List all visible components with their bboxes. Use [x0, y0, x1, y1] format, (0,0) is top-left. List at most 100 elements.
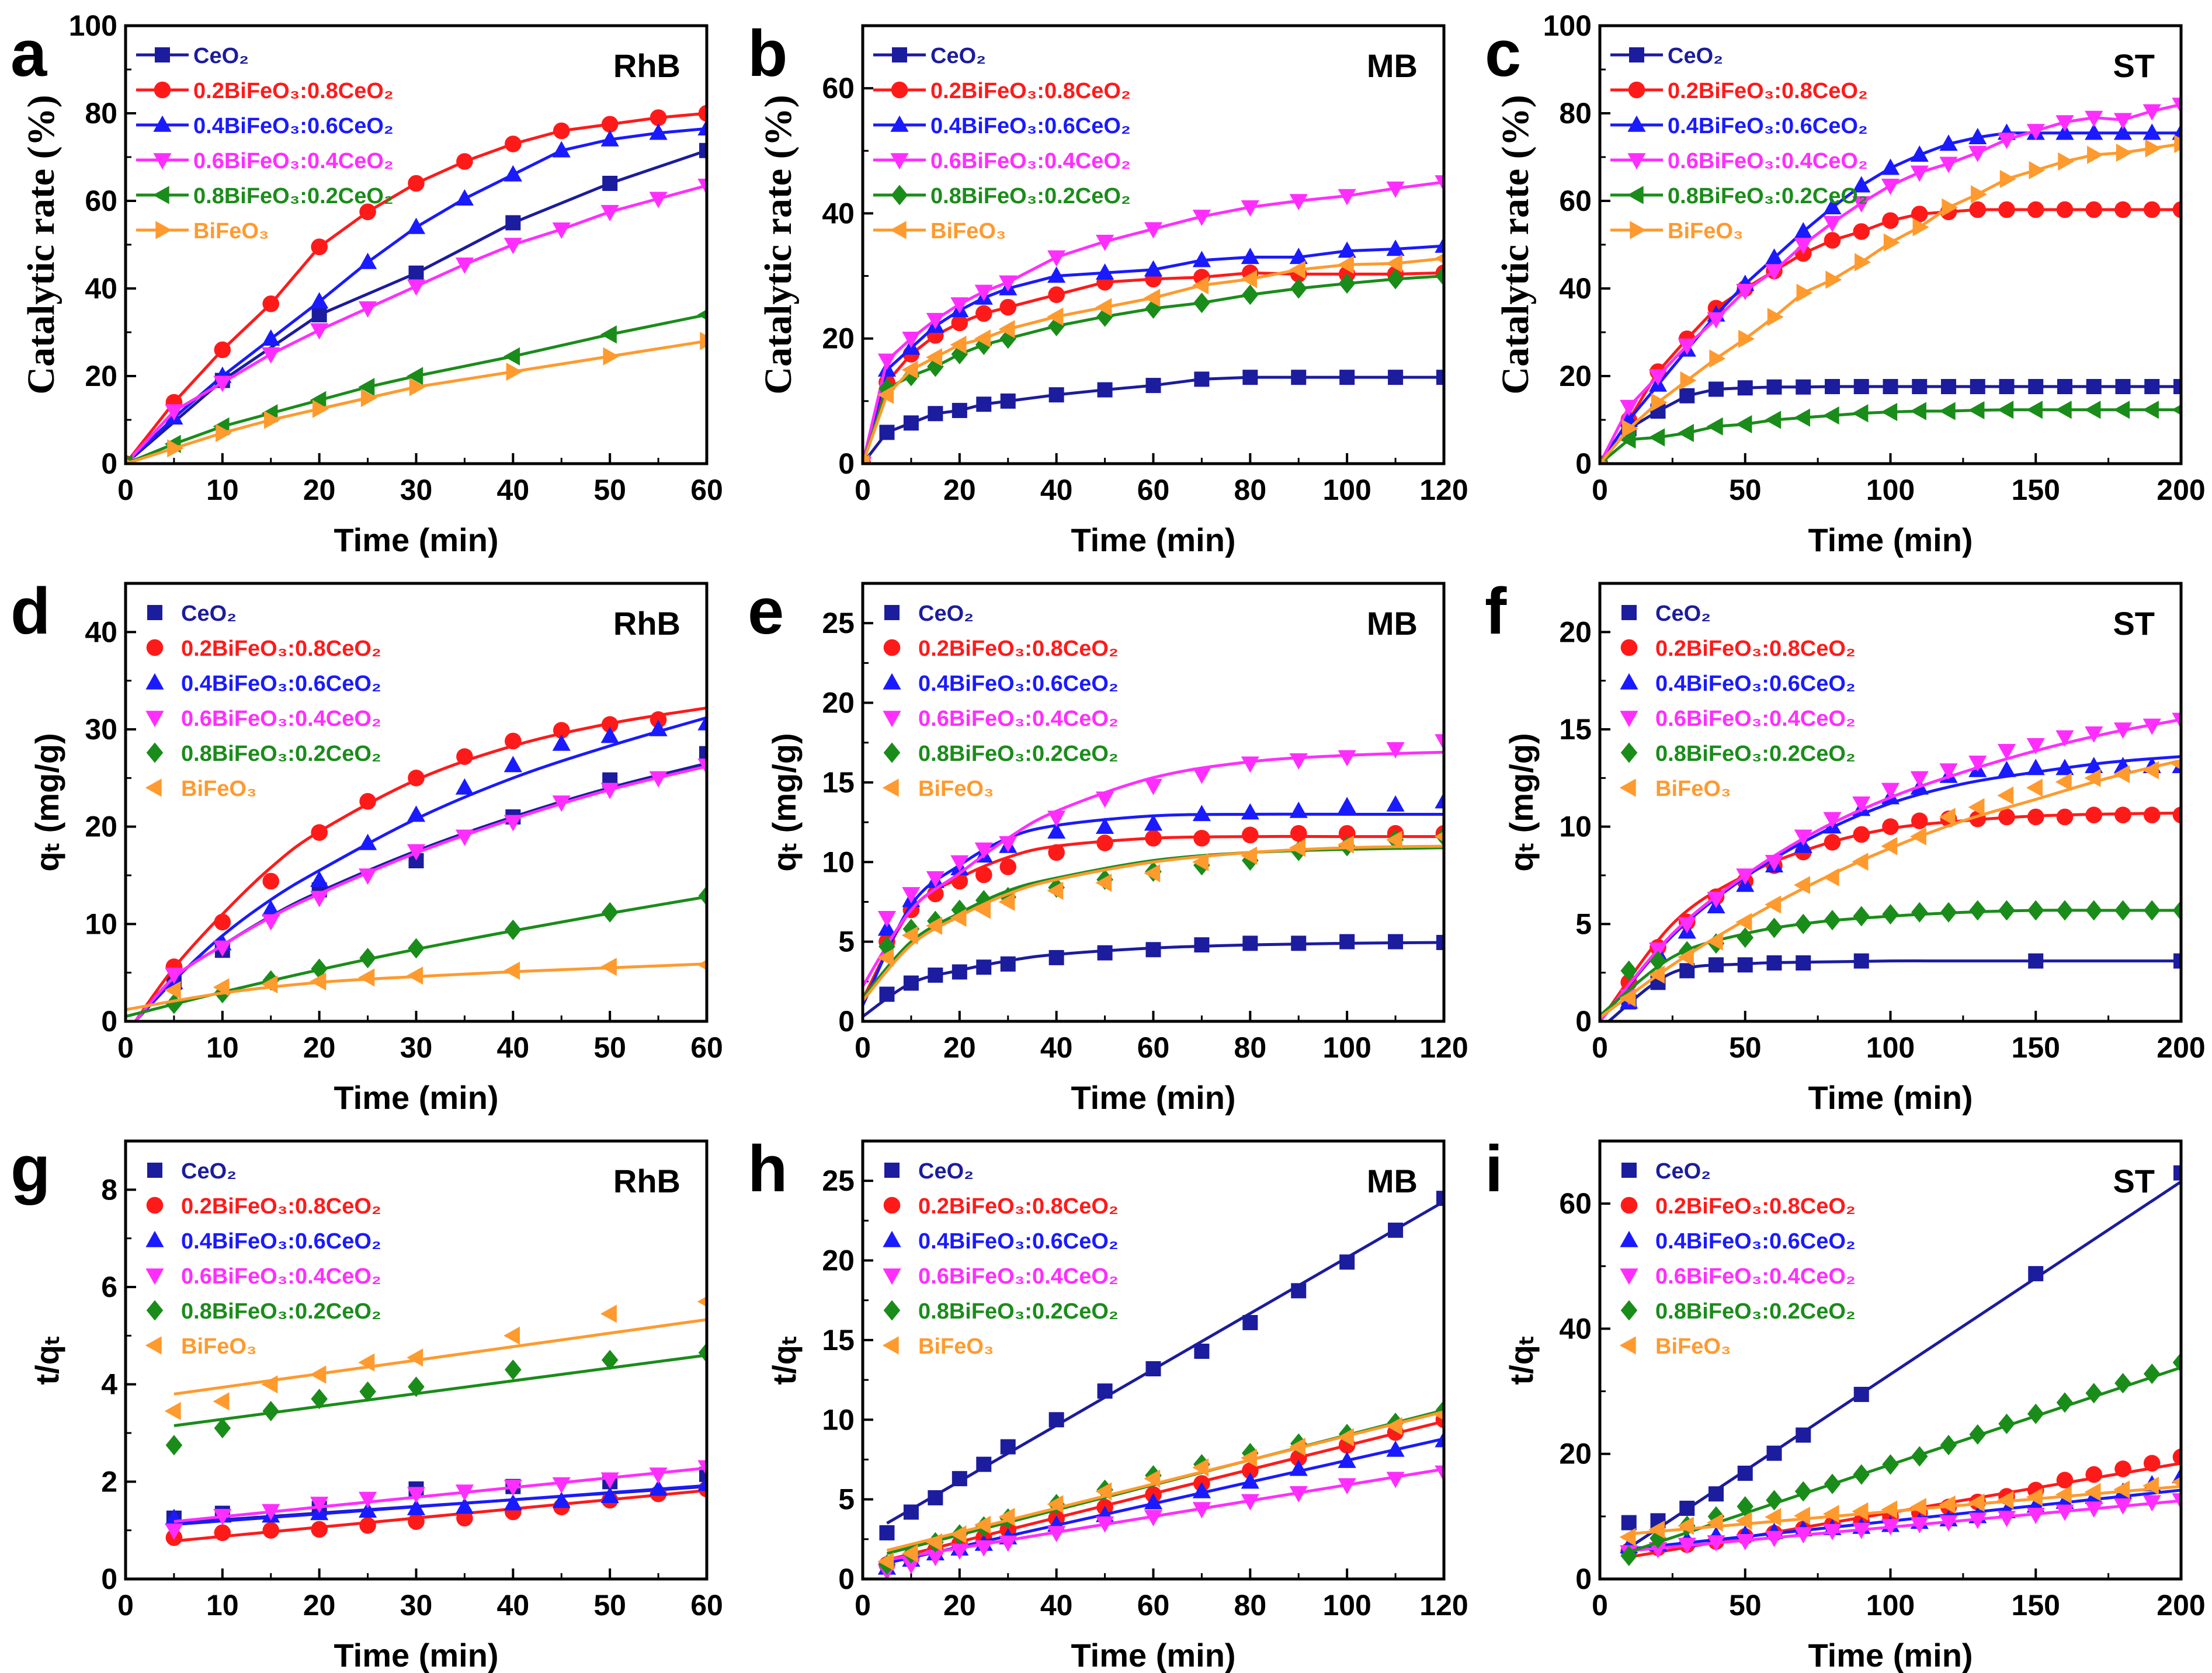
- y-tick-label: 0: [101, 1005, 117, 1038]
- legend-item: CeO₂: [1621, 601, 1711, 626]
- data-point: [408, 770, 425, 787]
- data-point: [407, 844, 426, 861]
- data-point: [926, 1533, 943, 1552]
- data-point: [1144, 778, 1163, 795]
- data-point: [1619, 1528, 1636, 1546]
- legend-label: 0.6BiFeO₃:0.4CeO₂: [193, 149, 394, 173]
- y-tick-label: 30: [85, 713, 117, 746]
- y-tick-label: 0: [838, 1563, 855, 1595]
- data-point: [1882, 1454, 1899, 1475]
- data-point: [1910, 827, 1926, 846]
- data-point: [998, 892, 1015, 912]
- legend-marker: [1621, 605, 1637, 620]
- plot-frame: [124, 1139, 709, 1581]
- data-point: [2171, 404, 2181, 415]
- data-point: [1737, 957, 1753, 973]
- data-point: [1144, 814, 1163, 831]
- data-point: [697, 758, 707, 775]
- chart-g: g 0 10 20 30 40 50 60 0 2 4 6 8 Time (min) t/qₜ RhB CeO₂…: [11, 1132, 723, 1673]
- data-point: [1680, 371, 1697, 390]
- x-tick-label: 80: [1234, 474, 1267, 506]
- data-point: [2085, 900, 2103, 921]
- data-point: [1620, 1545, 1638, 1566]
- data-point: [1882, 904, 1899, 925]
- data-point: [698, 885, 707, 906]
- x-axis-label: Time (min): [1808, 1637, 1973, 1673]
- legend-marker: [146, 1300, 164, 1321]
- data-point: [358, 301, 377, 318]
- chart-b: b 0 20 40 60 80 100 120 0 20 40 60 Time (min) Catalyt…: [748, 17, 1468, 558]
- series-5: [863, 253, 1444, 464]
- y-tick-label: 0: [1575, 447, 1592, 480]
- plot-frame: [1598, 582, 2183, 1023]
- x-tick-label: 0: [1592, 1589, 1608, 1622]
- data-point: [213, 1392, 230, 1411]
- data-point: [603, 347, 620, 366]
- data-point: [1766, 917, 1783, 938]
- data-point: [1242, 826, 1259, 844]
- y-tick-label: 10: [85, 907, 117, 940]
- legend-label: 0.2BiFeO₃:0.8CeO₂: [181, 1194, 381, 1219]
- y-axis-label: t/qₜ: [29, 1335, 65, 1385]
- plot-area: [863, 175, 1444, 464]
- x-tick-label: 0: [855, 1589, 871, 1622]
- legend-item: 0.6BiFeO₃:0.4CeO₂: [1610, 149, 1868, 173]
- data-point: [1436, 1191, 1444, 1206]
- data-point: [1000, 956, 1016, 972]
- data-point: [1767, 308, 1784, 326]
- data-point: [2114, 806, 2131, 823]
- legend-label: 0.4BiFeO₃:0.6CeO₂: [1655, 1229, 1856, 1254]
- data-point: [1997, 786, 2014, 805]
- data-point: [1194, 937, 1210, 953]
- data-point: [2114, 1460, 2131, 1477]
- data-point: [1824, 834, 1841, 851]
- x-tick-label: 0: [1592, 474, 1608, 506]
- data-point: [1823, 215, 1842, 232]
- data-point: [1047, 1526, 1066, 1543]
- x-tick-label: 100: [1322, 1031, 1371, 1064]
- data-point: [214, 341, 231, 359]
- y-axis-label: Catalytic rate (%): [20, 95, 62, 394]
- legend-item: 0.6BiFeO₃:0.4CeO₂: [145, 707, 381, 731]
- data-point: [407, 279, 426, 296]
- y-tick-label: 15: [822, 1324, 855, 1357]
- data-point: [505, 1359, 522, 1380]
- legend-marker: [883, 1300, 901, 1321]
- sample-tag: ST: [2113, 1163, 2155, 1199]
- data-point: [1678, 1517, 1694, 1535]
- data-point: [2085, 123, 2103, 140]
- legend-label: 0.2BiFeO₃:0.8CeO₂: [918, 1194, 1119, 1219]
- data-point: [262, 900, 280, 917]
- x-tick-label: 0: [117, 1589, 134, 1622]
- data-point: [926, 1550, 944, 1567]
- data-point: [902, 887, 921, 904]
- legend-item: 0.8BiFeO₃:0.2CeO₂: [883, 742, 1119, 766]
- legend-item: CeO₂: [147, 601, 237, 626]
- x-tick-label: 10: [206, 1589, 239, 1622]
- data-point: [1999, 169, 2016, 189]
- data-point: [503, 165, 522, 182]
- data-point: [1385, 1417, 1402, 1435]
- data-point: [998, 1508, 1015, 1526]
- data-point: [1241, 1472, 1259, 1489]
- legend-item: 0.4BiFeO₃:0.6CeO₂: [1620, 672, 1856, 696]
- legend-label: BiFeO₃: [930, 219, 1006, 244]
- data-point: [1144, 1509, 1163, 1526]
- data-point: [2027, 900, 2044, 921]
- data-point: [1853, 379, 1869, 394]
- data-point: [1735, 1511, 1752, 1530]
- data-point: [214, 1524, 231, 1542]
- series-line: [126, 339, 707, 464]
- data-point: [1435, 236, 1444, 253]
- data-point: [213, 1508, 232, 1525]
- series-3: [877, 1465, 1444, 1579]
- data-point: [358, 968, 375, 987]
- data-point: [1679, 963, 1695, 979]
- data-point: [600, 325, 617, 344]
- data-point: [2113, 765, 2130, 784]
- sample-tag: MB: [1367, 47, 1418, 84]
- data-point: [1765, 1508, 1782, 1526]
- x-tick-label: 120: [1419, 474, 1468, 506]
- x-tick-label: 100: [1866, 1589, 1915, 1622]
- plot-frame: [861, 1139, 1446, 1581]
